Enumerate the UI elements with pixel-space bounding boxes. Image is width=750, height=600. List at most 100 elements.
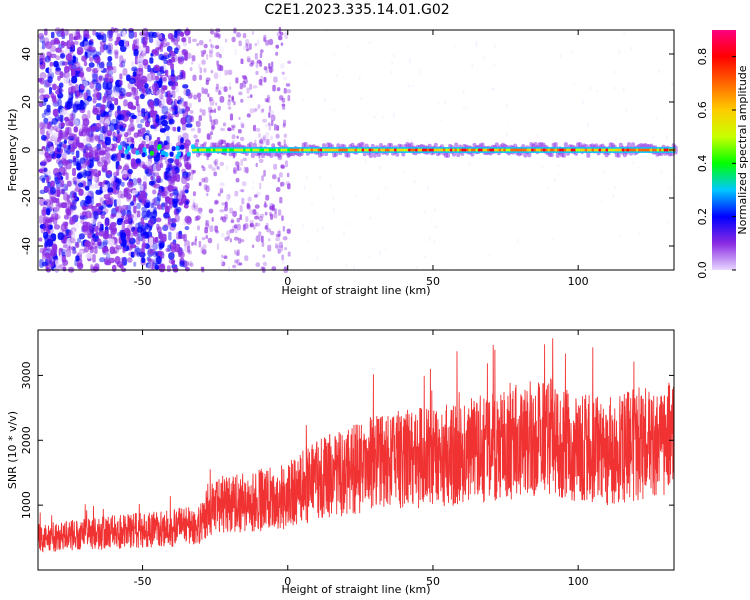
spectrogram-cell bbox=[234, 249, 237, 255]
spectrogram-cell bbox=[158, 232, 163, 240]
spectrogram-cell bbox=[368, 255, 371, 259]
spectrogram-cell bbox=[113, 199, 117, 207]
spectrogram-cell bbox=[167, 158, 174, 164]
spectrogram-cell bbox=[110, 118, 118, 127]
spectrogram-cell bbox=[171, 90, 176, 99]
spectrogram-cell bbox=[148, 100, 155, 108]
spectrogram-cell bbox=[171, 146, 176, 152]
spectrogram-cell bbox=[43, 216, 49, 225]
spectrogram-cell bbox=[128, 123, 135, 132]
spectrogram-cell bbox=[63, 214, 69, 220]
spectrogram-cell bbox=[326, 148, 330, 152]
spectrogram-cell bbox=[122, 247, 126, 254]
spectrogram-cell bbox=[108, 96, 112, 105]
spectrogram-cell bbox=[197, 207, 203, 214]
spectrogram-cell bbox=[202, 49, 207, 55]
spectrogram-cell bbox=[168, 178, 173, 185]
spectrogram-cell bbox=[59, 122, 65, 128]
spectrogram-cell bbox=[279, 95, 284, 101]
spectrogram-cell bbox=[332, 197, 335, 200]
spectrogram-cell bbox=[449, 263, 452, 266]
spectrogram-cell bbox=[272, 174, 277, 180]
spectrogram-cell bbox=[80, 99, 84, 106]
spectrogram-cell bbox=[156, 255, 162, 265]
spectrogram-cell bbox=[440, 119, 443, 122]
spectrogram-cell bbox=[135, 99, 139, 107]
spectrogram-cell bbox=[268, 66, 274, 73]
spectrogram-cell bbox=[128, 77, 136, 84]
spectrogram-cell bbox=[638, 148, 641, 152]
spectrogram-cell bbox=[227, 266, 231, 273]
spectrogram-cell bbox=[283, 139, 286, 146]
spectrogram-cell bbox=[442, 148, 446, 152]
spectrogram-cell bbox=[85, 185, 90, 191]
spectrogram-cell bbox=[72, 246, 77, 254]
spectrogram-cell bbox=[93, 173, 101, 178]
spectrogram-cell bbox=[384, 148, 388, 152]
spectrogram-cell bbox=[98, 133, 104, 143]
spectrogram-cell bbox=[91, 237, 96, 246]
spectrogram-cell bbox=[135, 115, 140, 124]
spectrogram-cell bbox=[329, 184, 332, 189]
spectrogram-cell bbox=[447, 148, 451, 152]
spectrogram-cell bbox=[121, 209, 127, 216]
spectrogram-cell bbox=[98, 75, 104, 82]
spectrogram-cell bbox=[102, 239, 109, 246]
spectrogram-cell bbox=[279, 172, 283, 178]
spectrogram-cell bbox=[408, 58, 411, 64]
spectrogram-cell bbox=[51, 213, 55, 220]
spectrogram-cell bbox=[217, 192, 221, 197]
spectrogram-cell bbox=[260, 137, 266, 145]
spectrogram-cell bbox=[233, 148, 237, 152]
spectrogram-cell bbox=[194, 148, 198, 152]
spectrogram-cell bbox=[111, 153, 118, 162]
spectrogram-cell bbox=[83, 80, 88, 87]
spectrogram-cell bbox=[121, 256, 127, 266]
spectrogram-cell bbox=[61, 152, 67, 160]
spectrogram-cell bbox=[298, 148, 302, 152]
spectrogram-cell bbox=[46, 238, 53, 248]
spectrogram-cell bbox=[236, 217, 241, 223]
spectrogram-cell bbox=[118, 145, 122, 150]
spectrogram-cell bbox=[516, 238, 519, 243]
spectrogram-cell bbox=[398, 148, 402, 152]
spectrogram-cell bbox=[142, 88, 146, 94]
spectrogram-cell bbox=[192, 202, 196, 208]
spectrogram-cell bbox=[147, 65, 151, 73]
spectrogram-cell bbox=[180, 144, 185, 150]
spectrogram-cell bbox=[91, 242, 98, 250]
spectrogram-cell bbox=[238, 40, 242, 47]
spectrogram-cell bbox=[220, 232, 225, 238]
spectrogram-cell bbox=[51, 132, 58, 141]
spectrogram-cell bbox=[226, 194, 230, 202]
spectrogram-cell bbox=[281, 258, 285, 264]
spectrogram-cell bbox=[255, 235, 261, 243]
spectrogram-cell bbox=[65, 172, 69, 181]
spectrogram-cell bbox=[239, 214, 242, 221]
spectrogram-cell bbox=[97, 221, 103, 231]
spectrogram-cell bbox=[119, 73, 123, 80]
spectrogram-cell bbox=[139, 251, 146, 258]
spectrogram-cell bbox=[209, 116, 212, 123]
spectrogram-cell bbox=[229, 207, 234, 214]
spectrogram-cell bbox=[187, 245, 191, 253]
spectrogram-cell bbox=[65, 248, 72, 258]
spectrogram-cell bbox=[215, 45, 220, 49]
spectrogram-cell bbox=[315, 148, 319, 152]
spectrogram-cell bbox=[180, 70, 185, 77]
spectrogram-cell bbox=[280, 164, 285, 169]
spectrogram-cell bbox=[496, 148, 500, 152]
spectrogram-cell bbox=[83, 145, 89, 154]
spectrogram-cell bbox=[66, 40, 71, 50]
spectrogram-cell bbox=[141, 206, 148, 212]
spectrogram-cell bbox=[174, 214, 180, 223]
spectrogram-cell bbox=[127, 145, 131, 151]
spectrogram-cell bbox=[130, 143, 135, 149]
spectrogram-cell bbox=[253, 224, 256, 230]
spectrogram-cell bbox=[283, 119, 287, 127]
spectrogram-cell bbox=[536, 134, 539, 138]
spectrogram-cell bbox=[484, 148, 488, 152]
spectrogram-cell bbox=[88, 222, 93, 230]
spectrogram-cell bbox=[77, 171, 85, 178]
spectrogram-cell bbox=[144, 199, 150, 208]
